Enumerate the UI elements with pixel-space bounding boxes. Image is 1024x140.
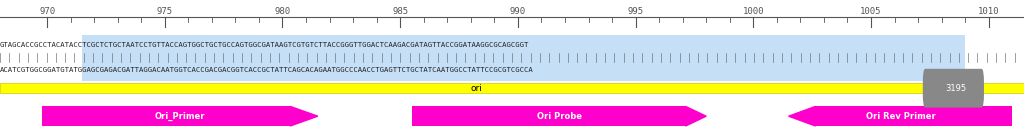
Text: ACATCGTGGCGGATGTATGGAGCGAGACGATTAGGACAATGGTCACCGACGACGGTCACCGCTATTCAGCACAGAATGGC: ACATCGTGGCGGATGTATGGAGCGAGACGATTAGGACAAT… bbox=[0, 67, 534, 73]
Text: 975: 975 bbox=[157, 7, 173, 16]
Text: 970: 970 bbox=[39, 7, 55, 16]
Text: GTAGCACCGCCTACATACCTCGCTCTGCTAATCCTGTTACCAGTGGCTGCTGCCAGTGGCGATAAGTCGTGTCTTACCGG: GTAGCACCGCCTACATACCTCGCTCTGCTAATCCTGTTAC… bbox=[0, 42, 529, 48]
FancyBboxPatch shape bbox=[923, 69, 984, 108]
Text: 3195: 3195 bbox=[945, 84, 967, 93]
Text: ori: ori bbox=[471, 84, 482, 93]
Bar bbox=[815, 106, 1013, 126]
Text: 1000: 1000 bbox=[742, 7, 764, 16]
Polygon shape bbox=[290, 106, 317, 126]
Bar bbox=[0, 83, 1024, 93]
Text: 985: 985 bbox=[392, 7, 409, 16]
Polygon shape bbox=[686, 106, 707, 126]
Text: Ori Probe: Ori Probe bbox=[537, 112, 582, 121]
Text: 980: 980 bbox=[274, 7, 291, 16]
Text: 1010: 1010 bbox=[978, 7, 999, 16]
Bar bbox=[82, 35, 966, 81]
Text: 995: 995 bbox=[628, 7, 644, 16]
Text: Ori Rev Primer: Ori Rev Primer bbox=[865, 112, 935, 121]
Polygon shape bbox=[788, 106, 815, 126]
Bar bbox=[412, 106, 686, 126]
Text: 990: 990 bbox=[510, 7, 526, 16]
Text: 1005: 1005 bbox=[860, 7, 882, 16]
Bar bbox=[42, 106, 290, 126]
Text: Ori_Primer: Ori_Primer bbox=[155, 112, 206, 121]
